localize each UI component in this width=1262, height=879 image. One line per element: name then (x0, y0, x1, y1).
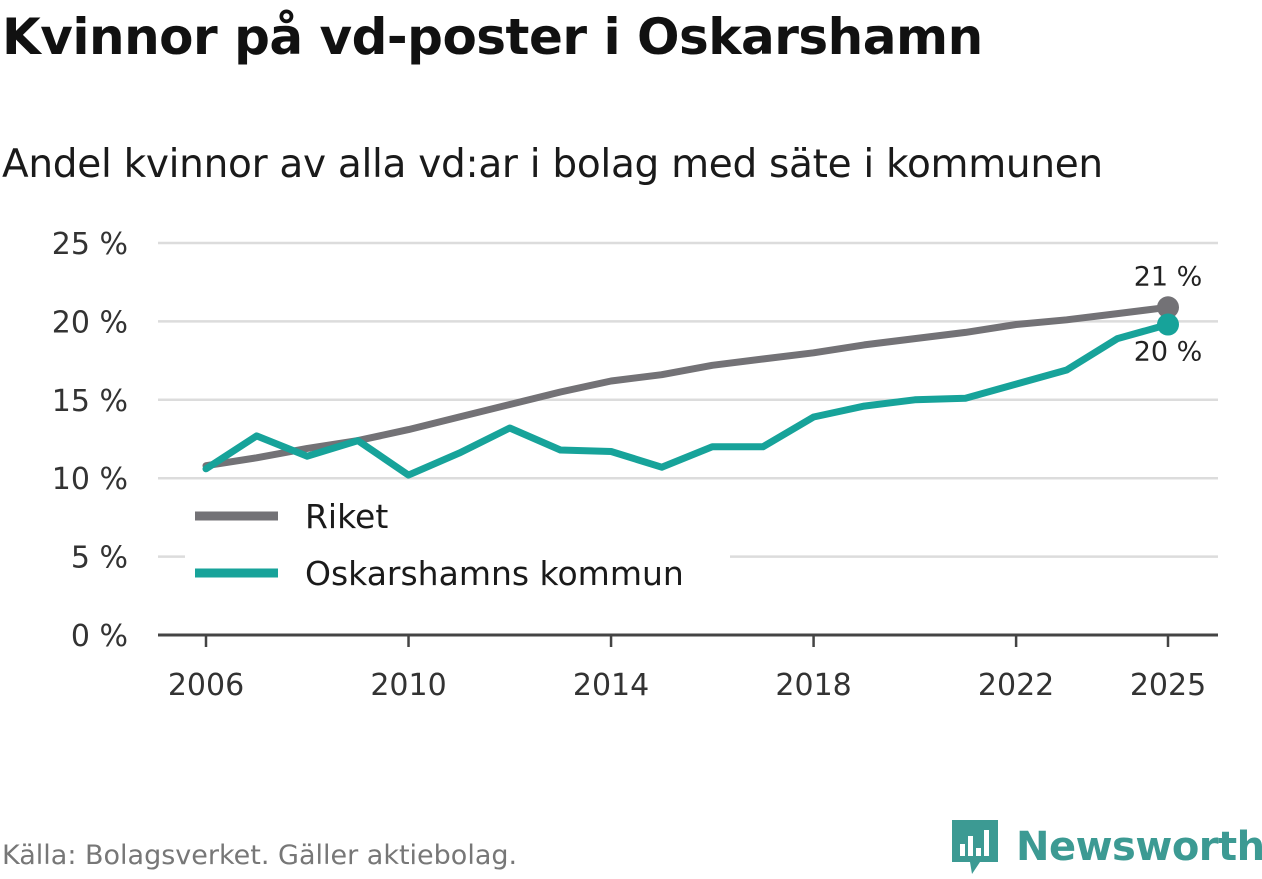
y-tick-label: 15 % (52, 384, 128, 419)
series-layer (202, 303, 1172, 479)
brand-name: Newsworthy (1016, 824, 1262, 870)
x-tick-label: 2014 (573, 668, 649, 703)
y-tick-label: 20 % (52, 305, 128, 340)
y-tick-label: 25 % (52, 227, 128, 262)
y-tick-label: 5 % (71, 541, 128, 576)
y-tick-label: 0 % (71, 619, 128, 654)
series-end-point (1157, 313, 1179, 336)
x-tick-label: 2022 (978, 668, 1054, 703)
end-value-label: 21 % (1134, 261, 1203, 292)
y-tick-label: 10 % (52, 462, 128, 497)
end-value-label: 20 % (1134, 337, 1203, 368)
series-line (202, 321, 1172, 479)
chart-title: Kvinnor på vd-poster i Oskarshamn (2, 8, 983, 66)
series-end-point (1157, 296, 1179, 319)
legend-label: Riket (305, 497, 388, 536)
chart-subtitle: Andel kvinnor av alla vd:ar i bolag med … (2, 142, 1103, 187)
x-tick-label: 2018 (775, 668, 851, 703)
brand-logo: Newsworthy (950, 818, 1262, 876)
series-line (202, 303, 1172, 470)
x-tick-label: 2025 (1130, 668, 1206, 703)
newsworthy-logo-icon (952, 820, 998, 874)
legend-label: Oskarshamns kommun (305, 554, 684, 593)
axis-layer: 0 % 5 % 10 % 15 % 20 % 25 % 2006 2010 2014 2018 20… (52, 227, 1218, 703)
x-tick-label: 2006 (168, 668, 244, 703)
end-label-layer: 21 % 20 % (1134, 261, 1203, 367)
legend-background (185, 487, 730, 605)
x-tick-label: 2010 (370, 668, 446, 703)
source-note: Källa: Bolagsverket. Gäller aktiebolag. (2, 840, 518, 871)
legend: Riket Oskarshamns kommun (185, 487, 730, 605)
